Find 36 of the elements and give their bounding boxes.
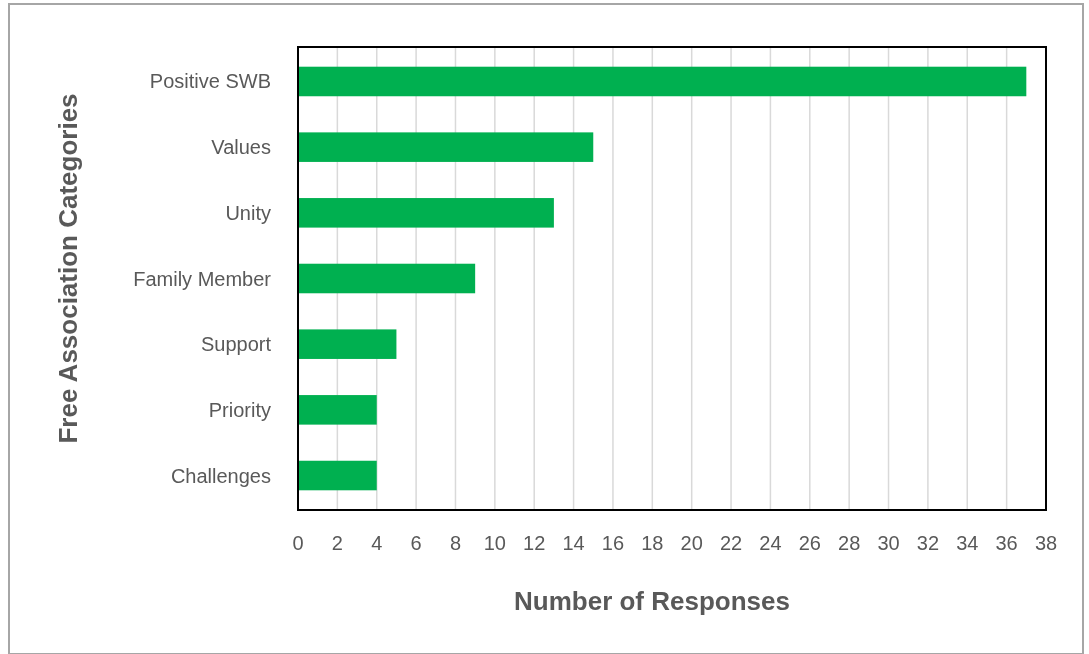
x-tick-label: 20 xyxy=(680,532,703,554)
bar xyxy=(298,263,476,294)
bar xyxy=(298,66,1027,97)
x-tick-label: 10 xyxy=(483,532,506,554)
y-tick-label: Positive SWB xyxy=(149,70,271,93)
x-tick-label: 38 xyxy=(1034,532,1058,554)
x-tick-label: 4 xyxy=(371,532,383,554)
bar xyxy=(298,132,594,162)
x-tick-label: 6 xyxy=(410,532,422,554)
x-tick-label: 12 xyxy=(523,532,546,554)
x-tick-label: 24 xyxy=(759,532,782,554)
bar xyxy=(298,395,377,425)
x-tick-label: 30 xyxy=(877,532,900,554)
x-tick-label: 36 xyxy=(995,532,1018,554)
x-tick-label: 14 xyxy=(562,532,585,554)
y-axis-title: Free Association Categories xyxy=(53,93,83,444)
bar xyxy=(298,198,554,228)
y-tick-label: Priority xyxy=(208,398,271,421)
x-tick-label: 32 xyxy=(916,532,940,554)
y-tick-label: Unity xyxy=(225,201,271,224)
y-tick-label: Challenges xyxy=(170,464,271,487)
bar xyxy=(298,329,397,359)
y-tick-label: Values xyxy=(211,136,271,159)
y-tick-label: Support xyxy=(200,333,272,356)
x-axis-title: Number of Responses xyxy=(514,586,790,616)
y-tick-label: Family Member xyxy=(133,267,272,290)
x-tick-label: 22 xyxy=(719,532,743,554)
x-tick-label: 28 xyxy=(838,532,861,554)
x-tick-label: 0 xyxy=(292,532,304,554)
x-tick-label: 34 xyxy=(956,532,979,554)
x-tick-label: 8 xyxy=(449,532,462,554)
x-tick-label: 16 xyxy=(601,532,625,554)
x-tick-label: 18 xyxy=(641,532,664,554)
bar xyxy=(298,460,377,491)
x-tick-label: 2 xyxy=(331,532,343,554)
x-tick-label: 26 xyxy=(798,532,821,554)
